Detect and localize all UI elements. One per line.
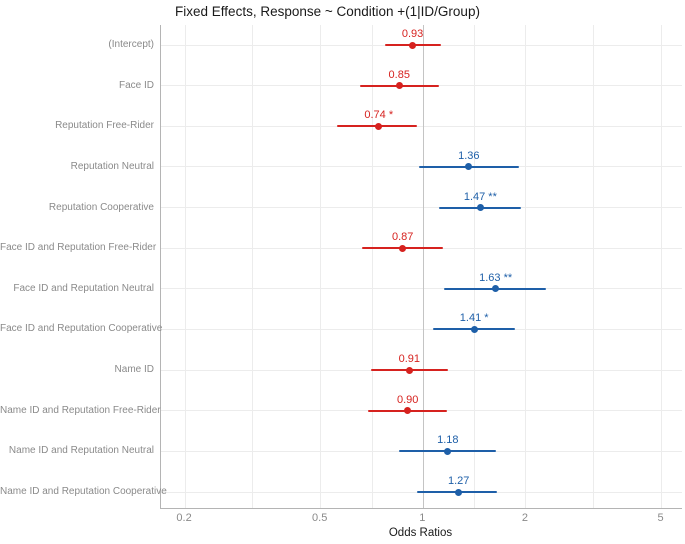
odds-ratio-value-label: 1.18 [437, 434, 459, 447]
reference-line-or-1 [422, 25, 424, 508]
x-axis-tick-label: 0.2 [176, 512, 192, 524]
odds-ratio-value-label: 1.47 ** [463, 190, 497, 203]
odds-ratio-point [404, 407, 412, 415]
odds-ratio-point [492, 285, 500, 293]
x-axis-tick-label: 2 [521, 512, 528, 524]
y-axis-category-label: Name ID and Reputation Cooperative [0, 486, 167, 498]
vertical-gridline-x-3.1623 [593, 25, 595, 508]
y-axis-category-label: (Intercept) [108, 39, 154, 50]
plot-panel: 0.93 0.85 0.74 * 1.36 1.47 ** 0.87 1.63 ** 1.41… [160, 25, 682, 509]
y-axis-category-label: Name ID and Reputation Free-Rider [0, 404, 161, 416]
odds-ratio-value-label: 1.36 [458, 149, 480, 162]
horizontal-gridline-row [161, 288, 682, 290]
odds-ratio-point [465, 163, 473, 171]
odds-ratio-value-label: 0.91 [398, 353, 421, 366]
odds-ratio-value-label: 1.27 [447, 475, 470, 488]
odds-ratio-point [405, 366, 413, 374]
y-axis-category-label: Name ID [114, 364, 154, 376]
horizontal-gridline-row [161, 207, 682, 209]
odds-ratio-point [470, 325, 478, 333]
vertical-gridline-x-0.7071 [371, 25, 373, 508]
x-axis-tick-label: 1 [419, 512, 426, 524]
odds-ratio-point [395, 82, 403, 90]
odds-ratio-point [455, 488, 463, 496]
y-axis-category-label: Name ID and Reputation Neutral [8, 445, 154, 457]
y-axis-category-label: Reputation Cooperative [48, 201, 154, 213]
y-axis-category-label: Face ID [118, 79, 154, 91]
odds-ratio-point [375, 122, 383, 130]
vertical-gridline-x-1.4142 [474, 25, 476, 508]
vertical-gridline-x-0.5 [320, 25, 322, 508]
vertical-gridline-x-0.2 [184, 25, 186, 508]
odds-ratio-value-label: 0.85 [388, 68, 410, 81]
y-axis-category-label: Reputation Free-Rider [55, 120, 154, 132]
vertical-gridline-x-0.3162 [252, 25, 254, 508]
odds-ratio-point [399, 244, 407, 252]
horizontal-gridline-row [161, 328, 682, 330]
y-axis-category-label: Face ID and Reputation Cooperative [0, 323, 163, 335]
horizontal-gridline-row [161, 125, 682, 127]
y-axis-category-label: Face ID and Reputation Free-Rider [0, 242, 157, 254]
y-axis-category-label: Face ID and Reputation Neutral [13, 282, 154, 294]
y-axis-category-label: Reputation Neutral [70, 160, 154, 172]
odds-ratio-value-label: 0.93 [401, 28, 424, 40]
odds-ratio-value-label: 0.90 [396, 393, 419, 406]
vertical-gridline-x-5 [661, 25, 663, 508]
x-axis-tick-label: 5 [657, 512, 664, 524]
odds-ratio-point [476, 204, 484, 212]
odds-ratio-value-label: 1.41 * [459, 312, 489, 325]
vertical-gridline-x-2 [525, 25, 527, 508]
odds-ratio-point [409, 41, 417, 49]
odds-ratio-point [444, 447, 452, 455]
chart-title: Fixed Effects, Response ~ Condition +(1|… [175, 4, 480, 19]
x-axis-title: Odds Ratios [388, 527, 453, 539]
odds-ratio-value-label: 0.87 [391, 231, 414, 244]
odds-ratio-value-label: 0.74 * [364, 109, 394, 122]
odds-ratio-value-label: 1.63 ** [479, 271, 513, 284]
x-axis-tick-label: 0.5 [312, 512, 328, 524]
